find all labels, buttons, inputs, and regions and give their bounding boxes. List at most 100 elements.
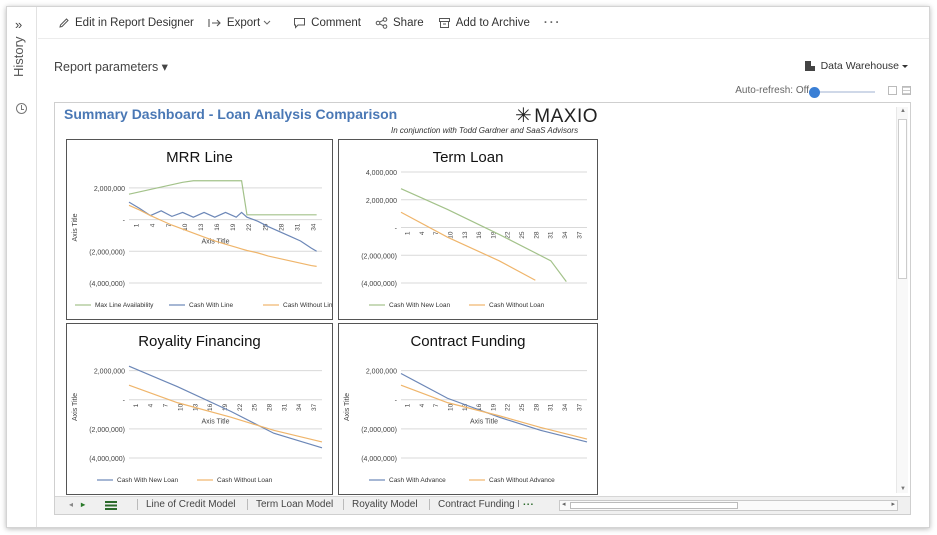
tab-term-loan-model[interactable]: Term Loan Model xyxy=(247,499,341,510)
series-line xyxy=(400,372,588,443)
x-tick-label: 37 xyxy=(576,403,583,411)
x-tick-label: 22 xyxy=(505,403,512,411)
tab-line-of-credit-model[interactable]: Line of Credit Model xyxy=(137,499,244,510)
y-tick-label: (2,000,000) xyxy=(89,249,125,256)
export-label: Export xyxy=(226,16,261,29)
y-tick-label: - xyxy=(395,398,398,405)
more-options-button[interactable]: ··· xyxy=(543,16,562,29)
x-tick-label: 25 xyxy=(252,403,259,411)
y-tick-label: 2,000,000 xyxy=(366,198,397,205)
x-tick-label: 1 xyxy=(405,231,412,235)
y-tick-label: (4,000,000) xyxy=(361,456,397,463)
x-tick-label: 10 xyxy=(182,223,189,231)
clock-icon[interactable] xyxy=(16,103,27,114)
chart-svg: Contract Funding 2,000,000 - (2,000,000) (4,… xyxy=(344,333,588,484)
tab-royality-model[interactable]: Royality Model xyxy=(343,499,426,510)
chart-svg: Royality Financing 2,000,000 - (2,000,000) (… xyxy=(72,333,323,484)
legend-label: Cash With New Loan xyxy=(389,302,450,309)
edit-label: Edit in Report Designer xyxy=(75,16,194,29)
legend-label: Cash With Advance xyxy=(389,477,446,484)
horizontal-scroll-thumb[interactable] xyxy=(570,502,738,509)
logo-text: MAXIO xyxy=(534,106,598,127)
history-label[interactable]: History xyxy=(11,37,26,78)
x-tick-label: 16 xyxy=(207,403,214,411)
expand-history-button[interactable]: » xyxy=(15,17,23,32)
chevron-down-icon xyxy=(263,20,271,25)
x-tick-label: 19 xyxy=(230,223,237,231)
sheet-list-icon[interactable] xyxy=(105,501,117,510)
grid-icon[interactable] xyxy=(902,86,911,95)
data-warehouse-dropdown[interactable]: Data Warehouse xyxy=(804,60,911,72)
x-tick-label: 10 xyxy=(448,231,455,239)
chart-mrr-line[interactable]: MRR Line 2,000,000 - (2,000,000) (4,000,000)… xyxy=(66,139,333,320)
series-line xyxy=(128,204,317,267)
x-axis-title: Axis Title xyxy=(470,419,498,426)
x-tick-label: 7 xyxy=(166,223,173,227)
x-tick-label: 4 xyxy=(150,223,157,227)
x-tick-label: 22 xyxy=(505,231,512,239)
spreadsheet-view: Summary Dashboard - Loan Analysis Compar… xyxy=(54,102,911,515)
edit-in-report-designer-button[interactable]: Edit in Report Designer xyxy=(58,17,194,29)
auto-refresh-slider[interactable] xyxy=(809,87,875,98)
y-axis-title: Axis Title xyxy=(72,213,79,241)
x-tick-label: 16 xyxy=(214,223,221,231)
main-area: Edit in Report Designer Export Comment S… xyxy=(38,7,929,527)
x-tick-label: 19 xyxy=(490,403,497,411)
chart-term-loan[interactable]: Term Loan 4,000,000 2,000,000 - (2,000,000) (… xyxy=(338,139,598,320)
series-line xyxy=(128,201,317,252)
x-tick-label: 31 xyxy=(548,403,555,411)
x-tick-label: 4 xyxy=(419,231,426,235)
vertical-scrollbar[interactable]: ▲ ▼ xyxy=(896,107,908,493)
x-axis-title: Axis Title xyxy=(201,239,229,246)
auto-refresh-label: Auto-refresh: Off xyxy=(735,85,809,96)
x-tick-label: 7 xyxy=(433,403,440,407)
report-parameters-dropdown[interactable]: Report parameters ▾ xyxy=(54,60,168,74)
scroll-down-icon[interactable]: ▼ xyxy=(900,486,906,492)
y-tick-label: 2,000,000 xyxy=(94,369,125,376)
comment-button[interactable]: Comment xyxy=(293,17,361,29)
add-to-archive-button[interactable]: Add to Archive xyxy=(438,17,530,29)
legend-label: Cash Without Line xyxy=(283,302,332,309)
vertical-scroll-thumb[interactable] xyxy=(898,119,907,279)
sheet-tab-bar: ◂ ▸ Line of Credit Model Term Loan Model … xyxy=(55,496,910,514)
tab-contract-funding[interactable]: Contract Funding N xyxy=(429,499,519,510)
x-tick-label: 16 xyxy=(476,403,483,411)
history-panel: » History xyxy=(7,7,37,527)
dashboard-subtitle: In conjunction with Todd Gardner and Saa… xyxy=(391,126,579,135)
x-tick-label: 10 xyxy=(448,403,455,411)
export-button[interactable]: Export xyxy=(208,17,279,29)
scroll-right-icon[interactable]: ▸ xyxy=(891,501,895,508)
series-line xyxy=(400,211,536,281)
x-tick-label: 37 xyxy=(576,231,583,239)
expand-icon[interactable] xyxy=(888,86,897,95)
chart-royality-financing[interactable]: Royality Financing 2,000,000 - (2,000,000) (… xyxy=(66,323,333,495)
data-warehouse-label: Data Warehouse xyxy=(820,60,899,72)
archive-label: Add to Archive xyxy=(455,16,530,29)
x-tick-label: 31 xyxy=(281,403,288,411)
x-tick-label: 19 xyxy=(490,231,497,239)
x-tick-label: 25 xyxy=(262,223,269,231)
dashboard-title: Summary Dashboard - Loan Analysis Compar… xyxy=(64,106,398,122)
horizontal-scrollbar[interactable]: ◂ ▸ xyxy=(559,500,898,511)
comment-icon xyxy=(294,17,306,29)
y-tick-label: (4,000,000) xyxy=(361,281,397,288)
slider-knob[interactable] xyxy=(809,87,820,98)
x-tick-label: 34 xyxy=(311,223,318,231)
chart-contract-funding[interactable]: Contract Funding 2,000,000 - (2,000,000) (4,… xyxy=(338,323,598,495)
maxio-star-icon: ✳ xyxy=(515,105,533,127)
chart-title: Contract Funding xyxy=(410,333,525,350)
export-icon xyxy=(208,18,221,27)
chevron-down-icon xyxy=(902,65,908,68)
y-tick-label: - xyxy=(395,226,398,233)
series-line xyxy=(400,188,567,282)
sheet-nav-arrows[interactable]: ◂ ▸ xyxy=(69,500,86,509)
y-tick-label: 2,000,000 xyxy=(94,186,125,193)
scroll-left-icon[interactable]: ◂ xyxy=(562,501,566,508)
y-tick-label: 4,000,000 xyxy=(366,170,397,177)
x-tick-label: 37 xyxy=(311,403,318,411)
more-tabs-button[interactable]: ... xyxy=(523,497,535,508)
y-tick-label: (2,000,000) xyxy=(89,427,125,434)
share-button[interactable]: Share xyxy=(375,17,424,29)
scroll-up-icon[interactable]: ▲ xyxy=(900,108,906,114)
x-tick-label: 34 xyxy=(562,403,569,411)
